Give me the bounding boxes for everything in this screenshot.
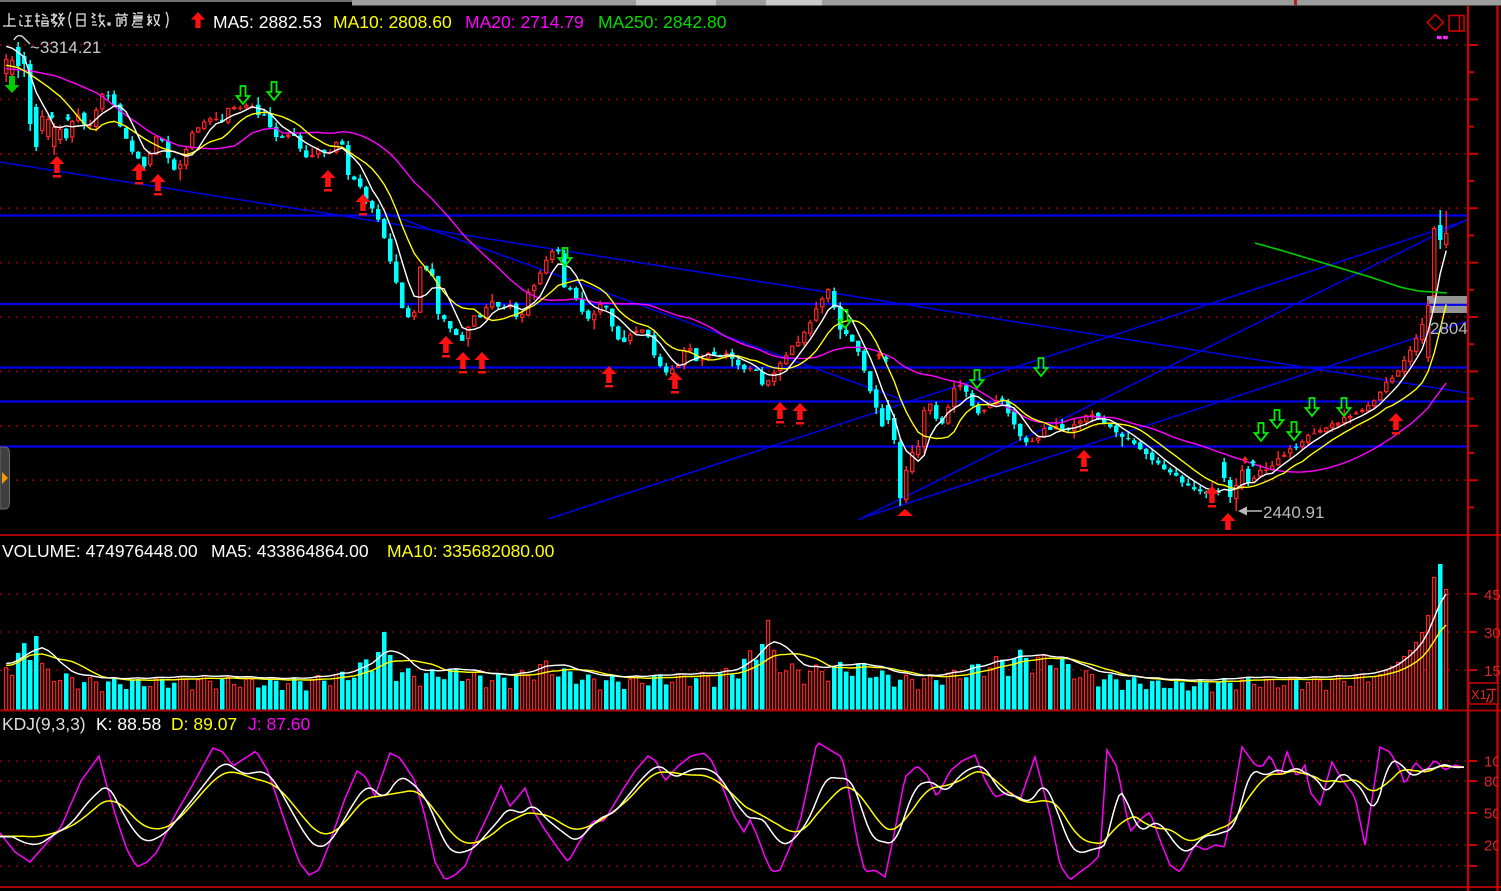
svg-text:MA10: 335682080.00: MA10: 335682080.00 <box>387 541 555 561</box>
svg-text:MA5: 433864864.00: MA5: 433864864.00 <box>211 541 369 561</box>
svg-text:30: 30 <box>1484 625 1501 642</box>
svg-text:D: 89.07: D: 89.07 <box>171 714 237 734</box>
svg-text:~3314.21: ~3314.21 <box>30 38 101 57</box>
svg-text:45: 45 <box>1484 587 1501 604</box>
svg-text:80: 80 <box>1484 774 1501 791</box>
svg-text:15: 15 <box>1484 663 1501 680</box>
svg-text:MA250: 2842.80: MA250: 2842.80 <box>598 12 727 32</box>
svg-text:50: 50 <box>1484 806 1501 823</box>
svg-text:2804: 2804 <box>1430 319 1468 338</box>
svg-text:100: 100 <box>1484 754 1501 771</box>
svg-text:MA10: 2808.60: MA10: 2808.60 <box>333 12 452 32</box>
svg-text:K: 88.58: K: 88.58 <box>96 714 161 734</box>
svg-text:X1: X1 <box>1471 687 1487 702</box>
svg-text:MA20: 2714.79: MA20: 2714.79 <box>465 12 584 32</box>
svg-text:KDJ(9,3,3): KDJ(9,3,3) <box>2 714 86 734</box>
svg-text:VOLUME: 474976448.00: VOLUME: 474976448.00 <box>2 541 198 561</box>
svg-text:20: 20 <box>1484 838 1501 855</box>
svg-text:2440.91: 2440.91 <box>1263 503 1324 522</box>
svg-text:J: 87.60: J: 87.60 <box>248 714 311 734</box>
svg-text:MA5: 2882.53: MA5: 2882.53 <box>213 12 322 32</box>
